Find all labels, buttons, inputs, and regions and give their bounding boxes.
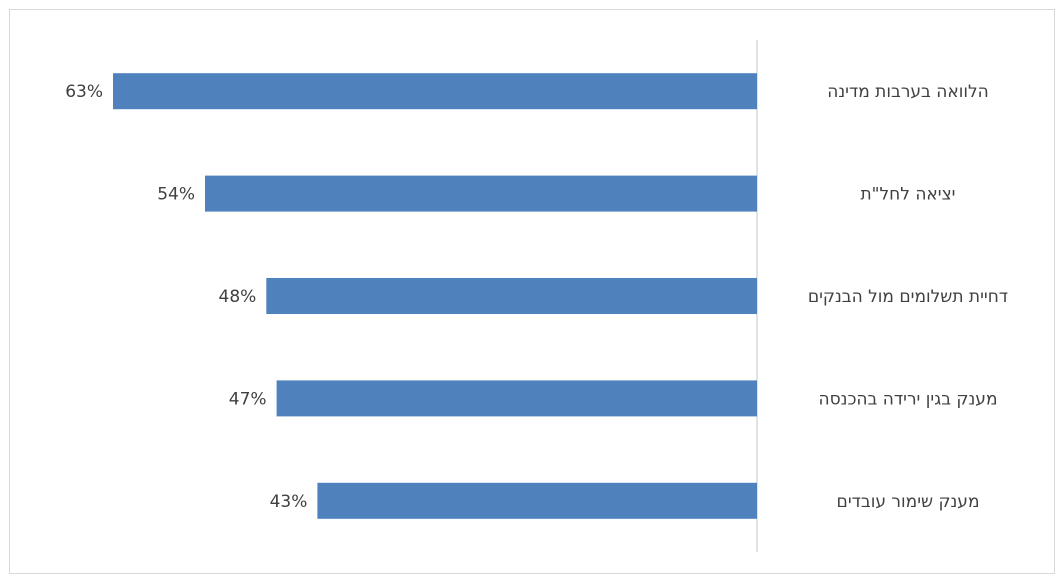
category-labels-group: הלוואה בערבות מדינה יציאה לחל"ת דחיית תשלו… <box>808 82 1008 512</box>
value-labels-group: 63% 54% 48% 47% 43% <box>65 82 307 512</box>
category-label: דחיית תשלומים מול הבנקים <box>808 287 1008 307</box>
category-label: הלוואה בערבות מדינה <box>827 82 989 102</box>
data-label: 48% <box>219 287 257 307</box>
category-label: יציאה לחל"ת <box>861 185 956 205</box>
data-label: 54% <box>157 185 195 205</box>
bars-group <box>113 73 757 519</box>
bar <box>317 482 757 519</box>
data-label: 43% <box>270 492 308 512</box>
category-label: מענק שימור עובדים <box>837 492 980 512</box>
bar <box>113 73 757 110</box>
category-label: מענק בגין ירידה בהכנסה <box>819 389 998 409</box>
bar <box>276 380 757 417</box>
data-label: 47% <box>229 389 267 409</box>
data-label: 63% <box>65 82 103 102</box>
bar <box>205 175 757 212</box>
bar <box>266 278 757 314</box>
